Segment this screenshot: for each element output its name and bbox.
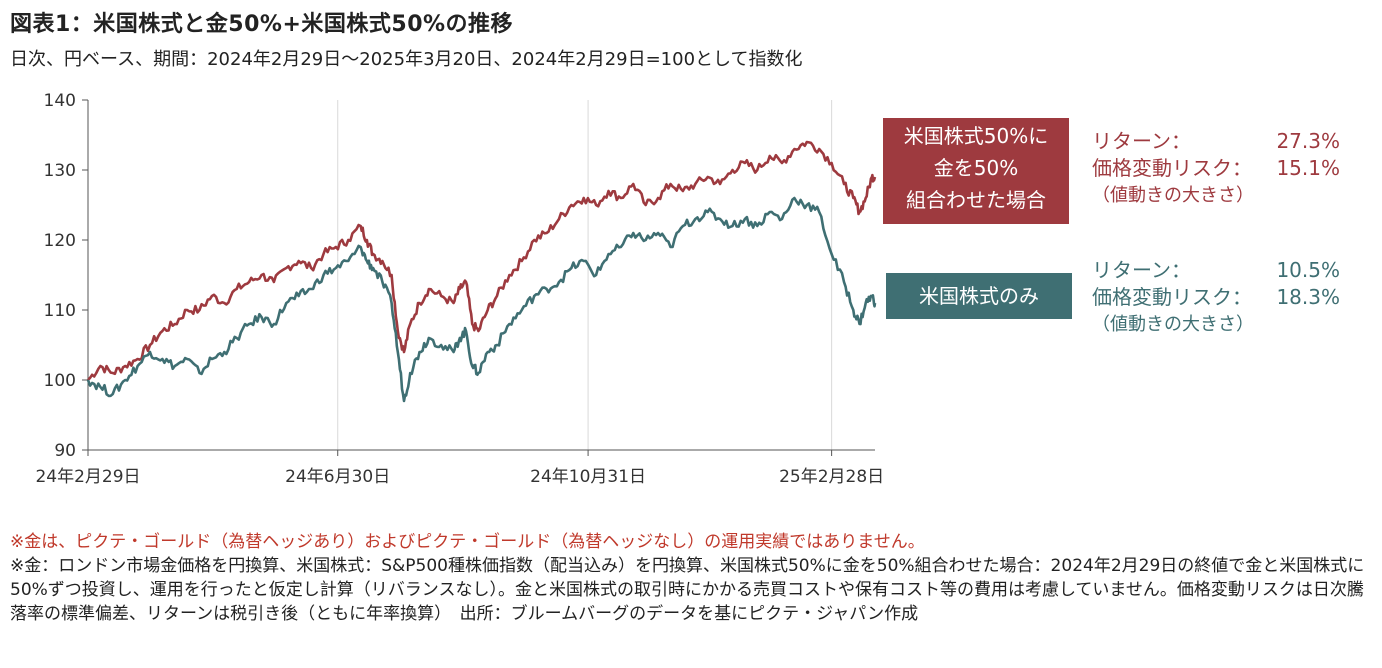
y-tick-label-4: 130: [44, 161, 76, 181]
x-tick-label-0: 24年2月29日: [35, 467, 140, 487]
us-series-label: 米国株式のみ: [886, 273, 1072, 319]
x-tick-label-2: 24年10月31日: [530, 467, 646, 487]
y-axis-ticks: 90 100 110 120 130 140: [44, 91, 89, 461]
x-tick-label-3: 25年2月28日: [779, 467, 884, 487]
mix-label-line-3: 組合わせた場合: [906, 188, 1046, 212]
footnote-2: ※金：ロンドン市場金価格を円換算、米国株式：S&P500種株価指数（配当込み）を…: [10, 556, 1365, 624]
series-line-0: [87, 140, 877, 381]
mix-risk-label: 価格変動リスク：: [1092, 156, 1252, 180]
us-risk-note: （値動きの大きさ）: [1092, 314, 1254, 335]
us-return-label: リターン：: [1092, 258, 1191, 282]
x-tick-label-1: 24年6月30日: [285, 467, 390, 487]
mix-return-label: リターン：: [1092, 129, 1191, 153]
chart-title: 図表1：米国株式と金50%+米国株式50%の推移: [10, 12, 514, 37]
chart-subtitle: 日次、円ベース、期間：2024年2月29日～2025年3月20日、2024年2月…: [10, 49, 803, 70]
y-tick-label-2: 110: [44, 301, 76, 321]
mix-risk-value: 15.1%: [1276, 156, 1340, 180]
us-stats: リターン： 10.5% 価格変動リスク： 18.3% （値動きの大きさ）: [1092, 257, 1340, 338]
y-tick-label-5: 140: [44, 91, 76, 111]
gridlines: [87, 100, 833, 450]
mix-label-line-2: 金を50%: [933, 156, 1019, 180]
us-risk-value: 18.3%: [1276, 285, 1340, 309]
mix-series-label: 米国株式50%に 金を50% 組合わせた場合: [883, 118, 1069, 224]
x-axis-ticks: 24年2月29日 24年6月30日 24年10月31日 25年2月28日: [35, 449, 884, 487]
y-tick-label-1: 100: [44, 371, 76, 391]
series-lines: [86, 140, 877, 403]
y-tick-label-0: 90: [54, 441, 76, 461]
us-return-value: 10.5%: [1276, 258, 1340, 282]
mix-return-value: 27.3%: [1276, 129, 1340, 153]
mix-label-line-1: 米国株式50%に: [903, 124, 1049, 148]
us-risk-label: 価格変動リスク：: [1092, 285, 1252, 309]
mix-stats: リターン： 27.3% 価格変動リスク： 15.1% （値動きの大きさ）: [1092, 128, 1340, 209]
footnote-1: ※金は、ピクテ・ゴールド（為替ヘッジあり）およびピクテ・ゴールド（為替ヘッジなし…: [10, 532, 925, 552]
mix-risk-note: （値動きの大きさ）: [1092, 185, 1254, 206]
series-line-1: [86, 196, 877, 403]
footnotes: ※金は、ピクテ・ゴールド（為替ヘッジあり）およびピクテ・ゴールド（為替ヘッジなし…: [10, 530, 1372, 626]
y-tick-label-3: 120: [44, 231, 76, 251]
